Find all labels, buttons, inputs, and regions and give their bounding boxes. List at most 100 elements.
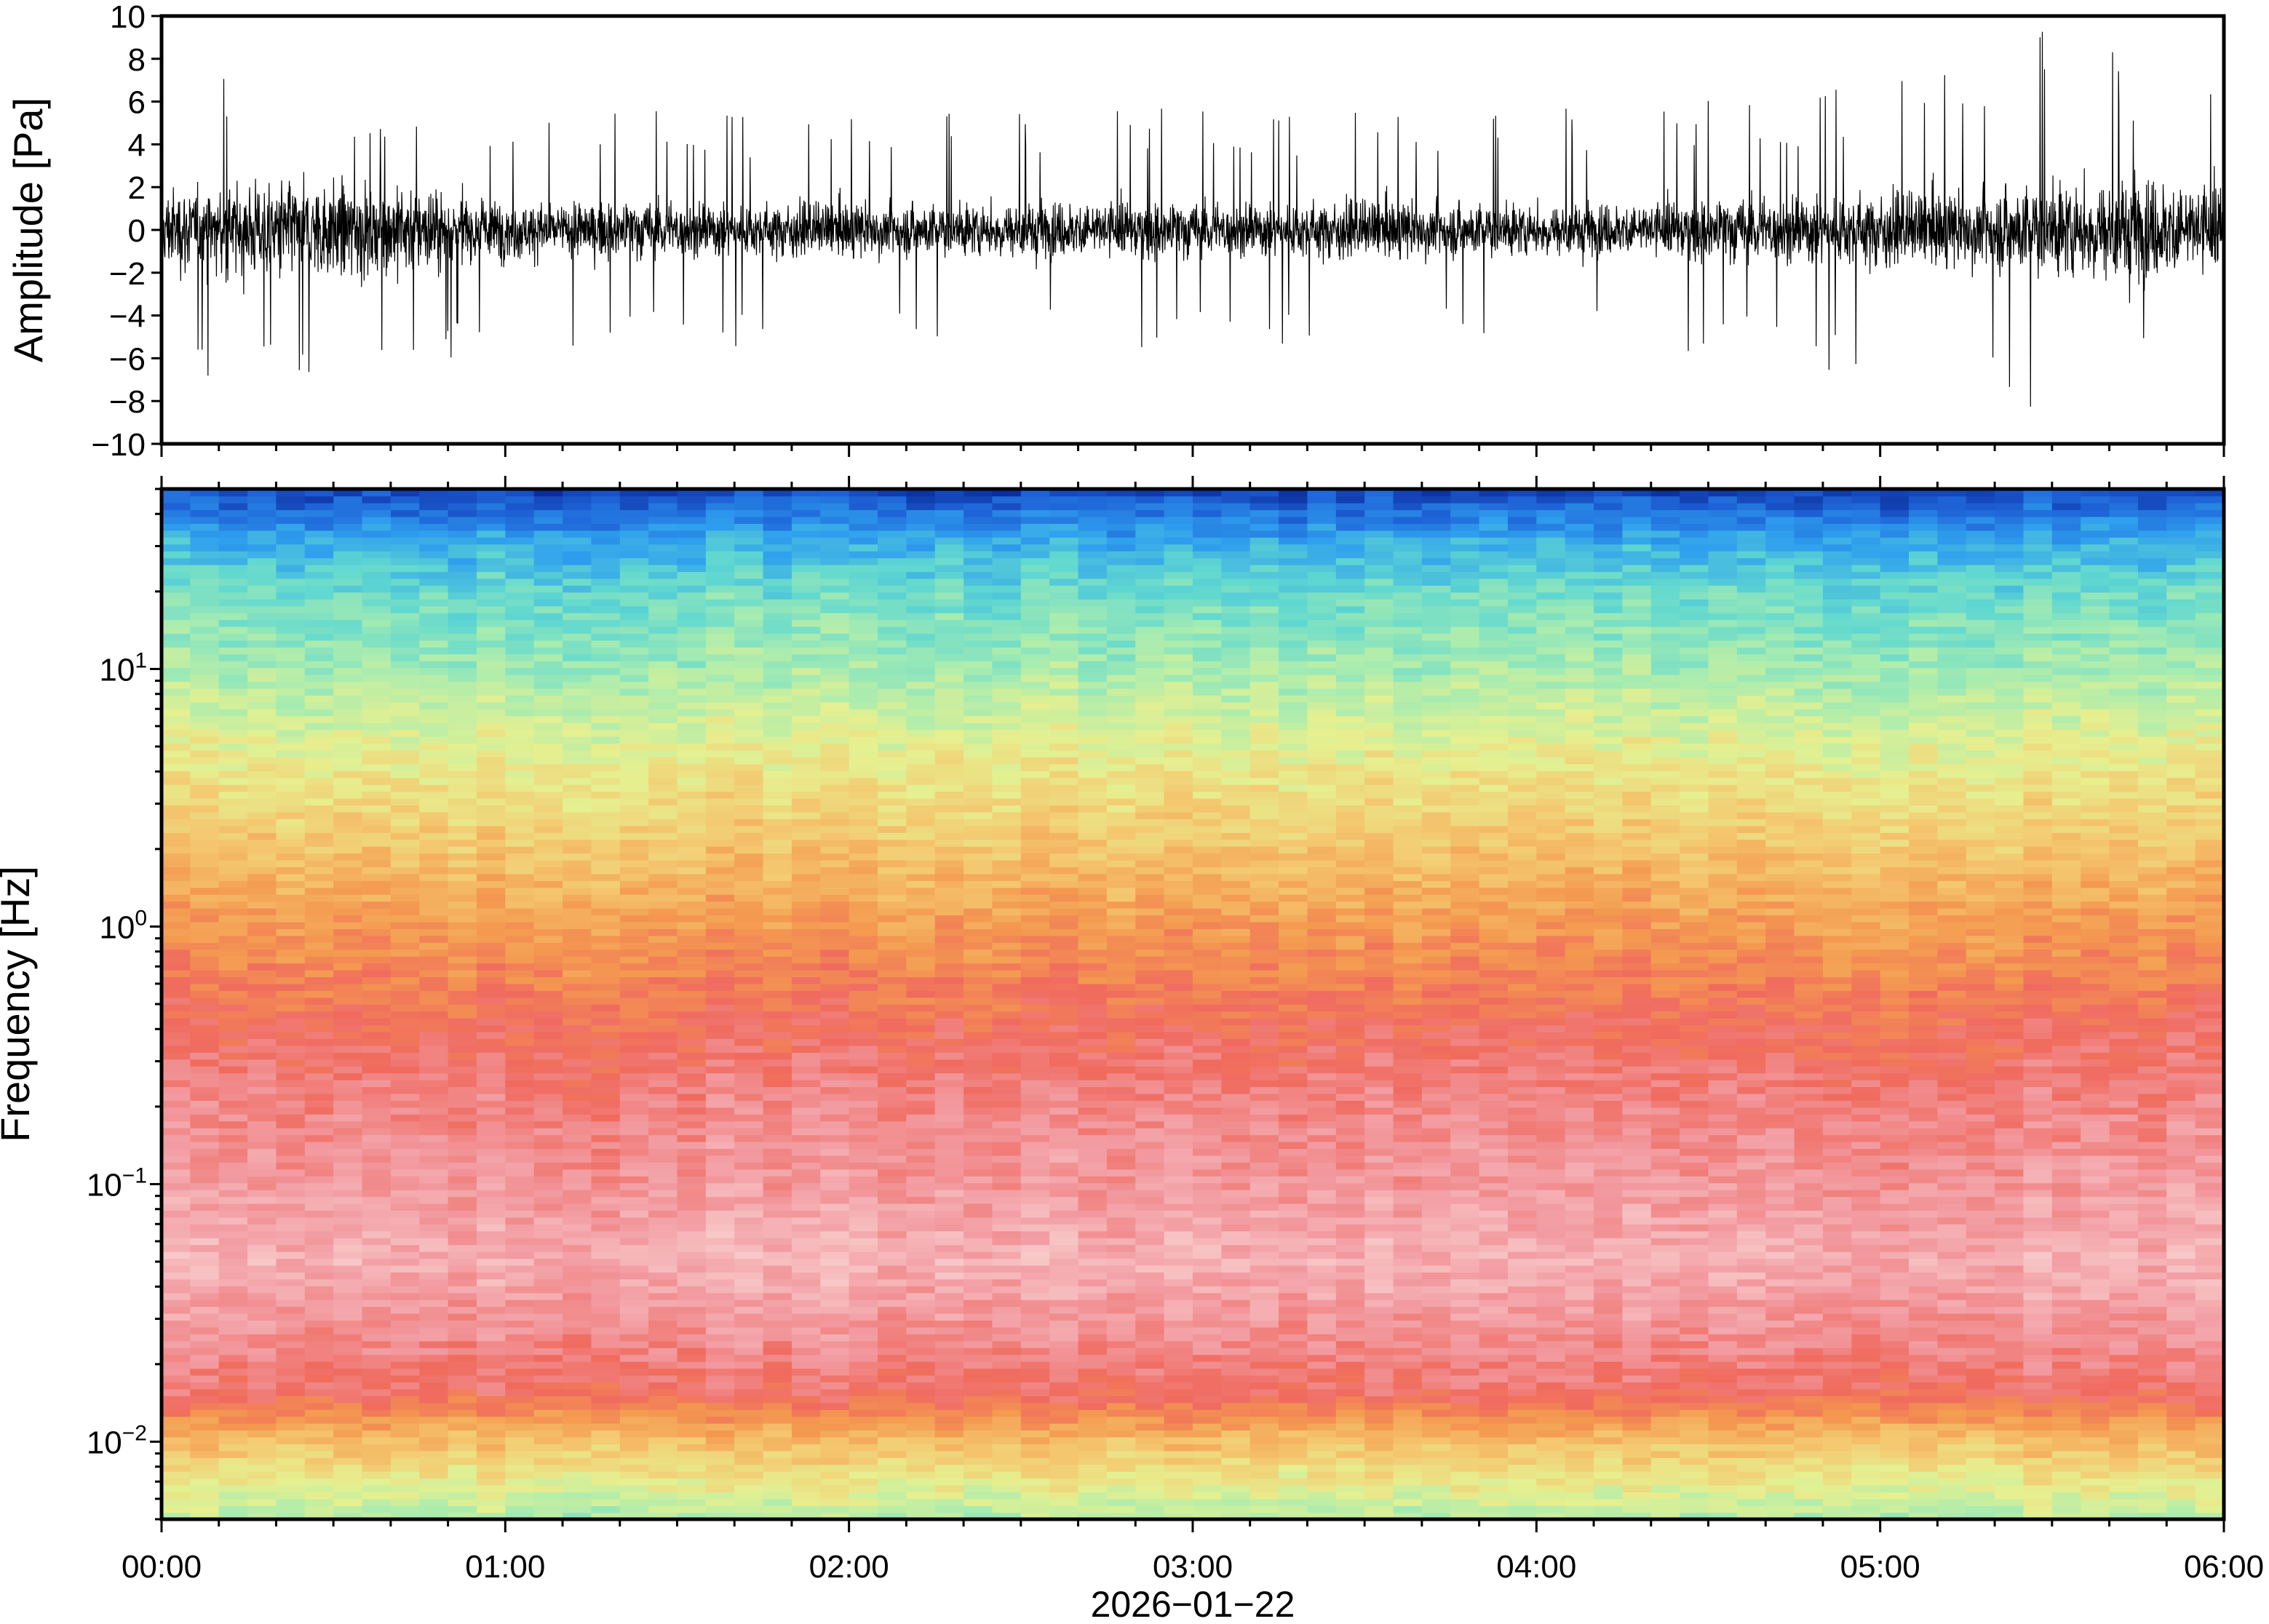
spectrogram-cell <box>1078 1361 1108 1369</box>
spectrogram-cell <box>906 516 936 524</box>
spectrogram-cell <box>591 859 621 867</box>
spectrogram-cell <box>362 619 392 627</box>
spectrogram-cell <box>992 1251 1022 1259</box>
spectrogram-cell <box>419 893 449 902</box>
spectrogram-cell <box>1020 1127 1050 1136</box>
spectrogram-cell <box>304 1182 334 1190</box>
spectrogram-cell <box>218 523 248 531</box>
spectrogram-cell <box>849 921 878 929</box>
spectrogram-cell <box>563 771 592 779</box>
spectrogram-cell <box>791 1148 822 1156</box>
spectrogram-cell <box>763 1072 792 1080</box>
spectrogram-cell <box>820 1402 850 1410</box>
spectrogram-cell <box>677 1272 707 1280</box>
spectrogram-cell <box>1049 907 1079 916</box>
spectrogram-cell <box>878 743 907 751</box>
spectrogram-cell <box>476 757 506 765</box>
spectrogram-cell <box>763 1258 792 1266</box>
spectrogram-cell <box>333 688 363 696</box>
spectrogram-cell <box>1078 811 1108 819</box>
spectrogram-cell <box>791 928 822 936</box>
spectrogram-cell <box>304 901 334 909</box>
spectrogram-cell <box>677 523 707 531</box>
spectrogram-cell <box>934 969 964 978</box>
spectrogram-cell <box>791 667 822 675</box>
spectrogram-cell <box>190 907 220 916</box>
spectrogram-cell <box>390 1093 421 1101</box>
spectrogram-cell <box>162 1217 191 1225</box>
spectrogram-cell <box>591 907 621 916</box>
spectrogram-cell <box>791 1134 822 1142</box>
spectrogram-cell <box>162 990 191 998</box>
spectrogram-cell <box>791 983 822 991</box>
spectrogram-cell <box>276 791 306 799</box>
spectrogram-cell <box>992 489 1022 497</box>
spectrogram-cell <box>934 1422 964 1431</box>
spectrogram-cell <box>390 1422 421 1431</box>
spectrogram-cell <box>1078 921 1108 929</box>
spectrogram-cell <box>1049 997 1079 1005</box>
spectrogram-cell <box>448 997 477 1005</box>
spectrogram-cell <box>820 1258 850 1266</box>
spectrogram-cell <box>390 797 421 806</box>
spectrogram-cell <box>705 1121 736 1129</box>
spectrogram-cell <box>619 757 649 765</box>
spectrogram-cell <box>362 1334 392 1342</box>
spectrogram-cell <box>878 1017 907 1026</box>
spectrogram-cell <box>906 626 936 634</box>
spectrogram-cell <box>162 1134 191 1142</box>
spectrogram-cell <box>992 688 1022 696</box>
spectrogram-cell <box>906 509 936 517</box>
spectrogram-cell <box>333 1498 363 1506</box>
spectrogram-cell <box>476 1134 506 1142</box>
spectrogram-cell <box>304 743 334 751</box>
spectrogram-cell <box>276 1340 306 1348</box>
spectrogram-cell <box>963 1470 993 1479</box>
spectrogram-cell <box>419 1320 449 1328</box>
spectrogram-cell <box>505 1464 535 1472</box>
spectrogram-cell <box>1049 1024 1079 1032</box>
spectrogram-cell <box>533 1072 563 1080</box>
spectrogram-cell <box>763 915 792 923</box>
spectrogram-cell <box>190 1505 220 1513</box>
spectrogram-cell <box>878 1348 907 1356</box>
spectrogram-cell <box>963 1217 993 1225</box>
spectrogram-cell <box>563 667 592 675</box>
spectrogram-cell <box>648 784 678 792</box>
spectrogram-cell <box>190 825 220 833</box>
spectrogram-cell <box>878 1272 907 1280</box>
spectrogram-cell <box>247 1464 277 1472</box>
spectrogram-cell <box>190 1251 220 1259</box>
spectrogram-cell <box>763 571 792 579</box>
spectrogram-cell <box>619 1498 649 1506</box>
spectrogram-cell <box>276 1024 306 1032</box>
spectrogram-cell <box>276 502 306 511</box>
spectrogram-cell <box>448 1478 477 1486</box>
spectrogram-cell <box>878 1251 907 1259</box>
spectrogram-cell <box>591 969 621 978</box>
spectrogram-cell <box>591 1244 621 1252</box>
spectrogram-cell <box>276 1444 306 1452</box>
spectrogram-cell <box>304 605 334 613</box>
spectrogram-cell <box>906 1148 936 1156</box>
spectrogram-cell <box>934 1348 964 1356</box>
spectrogram-cell <box>276 1086 306 1094</box>
spectrogram-cell <box>218 1059 248 1067</box>
spectrogram-cell <box>533 743 563 751</box>
spectrogram-cell <box>1078 907 1108 916</box>
spectrogram-cell <box>505 701 535 709</box>
spectrogram-cell <box>906 544 936 552</box>
spectrogram-cell <box>734 495 764 503</box>
spectrogram-cell <box>992 1478 1022 1486</box>
spectrogram-cell <box>992 633 1022 641</box>
spectrogram-cell <box>333 997 363 1005</box>
spectrogram-cell <box>304 1374 334 1382</box>
spectrogram-cell <box>992 777 1022 785</box>
spectrogram-cell <box>906 749 936 757</box>
spectrogram-cell <box>763 640 792 648</box>
spectrogram-cell <box>218 832 248 840</box>
spectrogram-cell <box>276 1100 306 1108</box>
spectrogram-cell <box>190 1430 220 1438</box>
spectrogram-cell <box>763 667 792 675</box>
spectrogram-cell <box>992 1286 1022 1294</box>
